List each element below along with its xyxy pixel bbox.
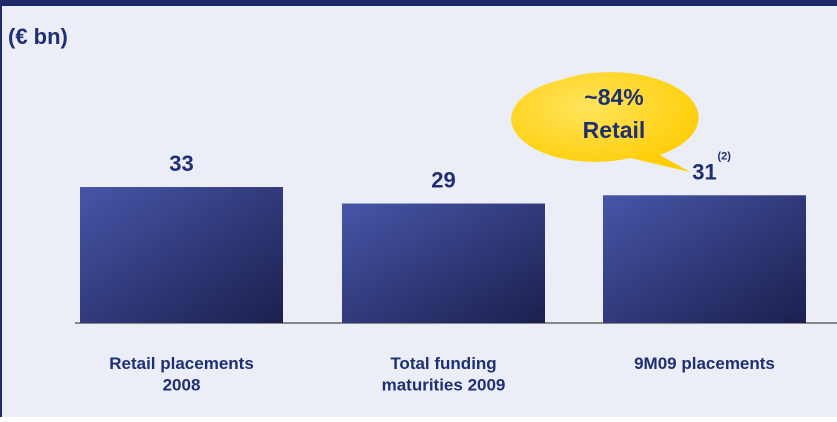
- value-label: 29: [431, 168, 455, 193]
- value-label: 33: [169, 151, 193, 176]
- value-label: 31: [692, 159, 716, 184]
- category-label: Total funding maturities 2009: [382, 354, 506, 394]
- bar: [80, 187, 283, 323]
- category-label: 9M09 placements: [634, 354, 775, 373]
- callout-text: ~84%: [584, 84, 643, 110]
- category-label: Retail placements 2008: [109, 354, 254, 394]
- value-note: (2): [718, 150, 732, 162]
- bar: [603, 195, 806, 323]
- top-border: [0, 0, 837, 6]
- left-border: [0, 0, 2, 417]
- bar: [342, 203, 545, 323]
- callout-bubble: [511, 72, 699, 172]
- callout-text: Retail: [583, 117, 646, 143]
- unit-label: (€ bn): [8, 24, 68, 49]
- callout: ~84% Retail: [511, 72, 699, 172]
